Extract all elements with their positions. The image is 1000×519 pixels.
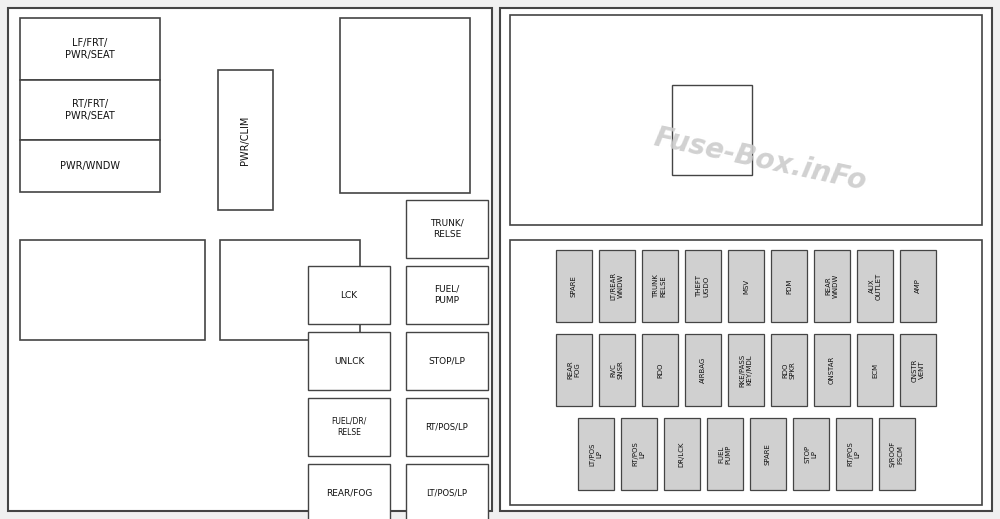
Text: MSV: MSV	[743, 278, 749, 294]
Bar	[685, 250, 721, 322]
Bar	[20, 140, 160, 192]
Text: FUEL
PUMP: FUEL PUMP	[718, 444, 731, 463]
Bar	[308, 266, 390, 324]
Bar	[510, 240, 982, 505]
Bar	[771, 250, 807, 322]
Bar	[672, 85, 752, 175]
Text: REAR
WNDW: REAR WNDW	[826, 274, 838, 298]
Bar	[406, 332, 488, 390]
Text: PWR/WNDW: PWR/WNDW	[60, 161, 120, 171]
Bar	[599, 334, 635, 406]
Bar	[900, 334, 936, 406]
Bar	[556, 334, 592, 406]
Bar	[406, 266, 488, 324]
Text: RT/POS/LP: RT/POS/LP	[426, 422, 468, 431]
Text: RT/FRT/
PWR/SEAT: RT/FRT/ PWR/SEAT	[65, 99, 115, 121]
Bar	[836, 418, 872, 490]
Text: STOP/LP: STOP/LP	[429, 357, 465, 365]
Bar	[750, 418, 786, 490]
Bar	[792, 418, 828, 490]
Text: SPARE: SPARE	[765, 443, 770, 465]
Text: ECM: ECM	[872, 362, 878, 377]
Text: AUX
OUTLET: AUX OUTLET	[868, 272, 882, 299]
Text: RT/POS
LP: RT/POS LP	[632, 442, 645, 467]
Text: PDM: PDM	[786, 278, 792, 294]
Bar	[406, 398, 488, 456]
Text: AMP: AMP	[915, 279, 921, 293]
Bar	[664, 418, 700, 490]
Bar	[771, 334, 807, 406]
Text: FUEL/
PUMP: FUEL/ PUMP	[434, 285, 460, 305]
Bar	[814, 250, 850, 322]
Text: THEFT
UGDO: THEFT UGDO	[696, 275, 710, 297]
Bar	[8, 8, 492, 511]
Text: ONSTAR: ONSTAR	[829, 356, 835, 384]
Text: UNLCK: UNLCK	[334, 357, 364, 365]
Bar	[406, 200, 488, 258]
Bar	[599, 250, 635, 322]
Text: RDO: RDO	[657, 362, 663, 378]
Bar	[20, 80, 160, 140]
Bar	[500, 8, 992, 511]
Bar	[20, 18, 160, 80]
Bar	[308, 398, 390, 456]
Bar	[556, 250, 592, 322]
Bar	[340, 18, 470, 193]
Text: TRUNK/
RELSE: TRUNK/ RELSE	[430, 219, 464, 239]
Bar	[857, 250, 893, 322]
Text: FUEL/DR/
RELSE: FUEL/DR/ RELSE	[331, 417, 367, 437]
Text: LT/REAR
WNDW: LT/REAR WNDW	[610, 272, 624, 300]
Bar	[406, 464, 488, 519]
Text: Fuse-Box.inFo: Fuse-Box.inFo	[651, 124, 869, 196]
Bar	[728, 334, 764, 406]
Text: REAR
FOG: REAR FOG	[568, 361, 580, 379]
Text: SPARE: SPARE	[571, 275, 577, 297]
Text: LT/POS
LP: LT/POS LP	[589, 442, 602, 466]
Bar	[20, 240, 205, 340]
Text: AIRBAG: AIRBAG	[700, 357, 706, 383]
Bar	[578, 418, 614, 490]
Text: LF/FRT/
PWR/SEAT: LF/FRT/ PWR/SEAT	[65, 38, 115, 60]
Bar	[728, 250, 764, 322]
Text: LCK: LCK	[340, 291, 358, 299]
Bar	[706, 418, 742, 490]
Bar	[879, 418, 914, 490]
Bar	[685, 334, 721, 406]
Bar	[642, 334, 678, 406]
Text: PWR/CLIM: PWR/CLIM	[240, 115, 250, 165]
Text: STOP
LP: STOP LP	[804, 445, 817, 463]
Bar	[308, 464, 390, 519]
Bar	[814, 334, 850, 406]
Text: RDO
SPKR: RDO SPKR	[782, 361, 796, 379]
Text: RVC
SNSR: RVC SNSR	[610, 361, 624, 379]
Bar	[510, 15, 982, 225]
Bar	[900, 250, 936, 322]
Text: RKE/PASS
KEY/MDL: RKE/PASS KEY/MDL	[740, 353, 753, 387]
Bar	[218, 70, 273, 210]
Bar	[220, 240, 360, 340]
Text: DR/LCK: DR/LCK	[678, 441, 684, 467]
Text: REAR/FOG: REAR/FOG	[326, 488, 372, 498]
Text: CNSTR
VENT: CNSTR VENT	[912, 358, 924, 381]
Text: TRUNK
RELSE: TRUNK RELSE	[654, 274, 666, 298]
Bar	[620, 418, 656, 490]
Bar	[857, 334, 893, 406]
Bar	[642, 250, 678, 322]
Text: LT/POS/LP: LT/POS/LP	[426, 488, 468, 498]
Bar	[308, 332, 390, 390]
Text: RT/POS
LP: RT/POS LP	[847, 442, 860, 467]
Text: S/ROOF
FSCM: S/ROOF FSCM	[890, 441, 903, 467]
